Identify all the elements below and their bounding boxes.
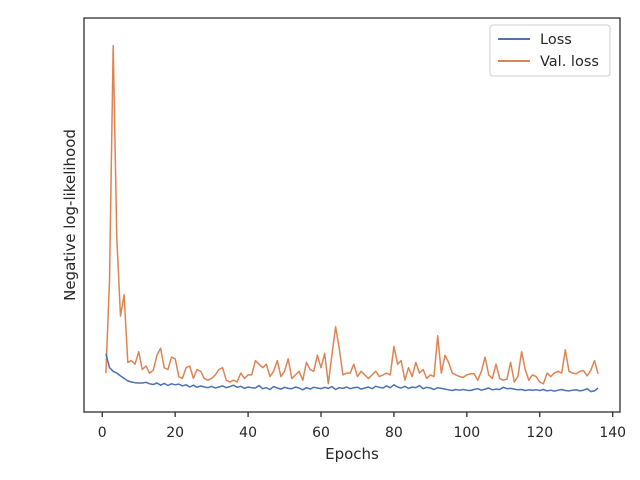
legend-label-loss: Loss bbox=[540, 32, 572, 48]
y-axis-label: Negative log-likelihood bbox=[61, 129, 79, 301]
x-tick-label: 140 bbox=[599, 425, 626, 441]
series-lines bbox=[105, 44, 599, 393]
legend-label-val-loss: Val. loss bbox=[540, 54, 599, 70]
x-tick-label: 60 bbox=[312, 425, 330, 441]
x-tick-label: 0 bbox=[98, 425, 107, 441]
x-tick-label: 120 bbox=[526, 425, 553, 441]
series-line-val-loss bbox=[105, 44, 599, 385]
x-axis-label: Epochs bbox=[325, 445, 379, 463]
axes-frame bbox=[83, 17, 621, 413]
x-tick-label: 100 bbox=[453, 425, 480, 441]
x-axis-ticks: 0 20 40 60 80 100 120 140 bbox=[98, 412, 626, 441]
x-tick-label: 20 bbox=[166, 425, 184, 441]
legend-box bbox=[489, 24, 611, 77]
legend: Loss Val. loss bbox=[489, 24, 611, 77]
series-line-loss bbox=[105, 353, 599, 393]
x-tick-label: 40 bbox=[239, 425, 257, 441]
x-tick-label: 80 bbox=[385, 425, 403, 441]
